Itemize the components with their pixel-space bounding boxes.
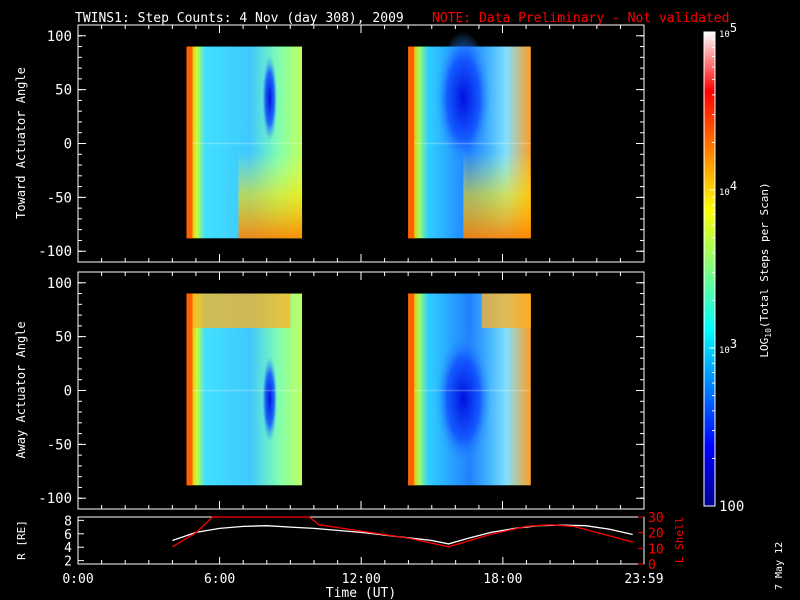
time-tick-label: 23:59 bbox=[624, 572, 663, 587]
heatmap-minimum-region bbox=[262, 355, 278, 443]
heatmap-ytick-label: 0 bbox=[64, 137, 72, 153]
heatmap-ytick-label: 0 bbox=[64, 384, 72, 400]
preliminary-note: NOTE: Data Preliminary - Not validated bbox=[432, 11, 729, 26]
orbit-left-ylabel: R [RE] bbox=[15, 520, 28, 560]
heatmap-hot-region bbox=[481, 293, 531, 329]
orbit-left-ytick-label: 2 bbox=[64, 555, 72, 570]
orbit-right-ylabel: L Shell bbox=[673, 517, 686, 563]
heatmap-edge-column bbox=[408, 293, 415, 486]
lshell-line bbox=[172, 516, 633, 548]
colorbar-tick-label: 103 bbox=[719, 337, 737, 356]
colorbar-label: LOG10(Total Steps per Scan) bbox=[758, 182, 773, 357]
orbit-left-ytick-label: 6 bbox=[64, 528, 72, 543]
toward-ylabel: Toward Actuator Angle bbox=[14, 67, 28, 219]
heatmap-segment bbox=[408, 31, 531, 239]
heatmap-edge-column bbox=[186, 293, 193, 486]
heatmap-segment bbox=[186, 293, 303, 486]
away-heatmap-panel: 100 50 0 -50 -100 bbox=[38, 271, 645, 510]
away-ylabel: Away Actuator Angle bbox=[14, 321, 28, 458]
heatmap-ytick-label: 50 bbox=[55, 330, 72, 346]
colorbar-tick-label: 100 bbox=[719, 499, 744, 515]
heatmap-segment bbox=[186, 46, 303, 239]
orbit-left-ytick-label: 8 bbox=[64, 514, 72, 529]
footer-date: 7 May 12 bbox=[774, 542, 785, 590]
heatmap-ytick-label: 50 bbox=[55, 83, 72, 99]
time-xlabel: Time (UT) bbox=[326, 586, 396, 600]
heatmap-ytick-label: -100 bbox=[38, 491, 72, 507]
heatmap-ytick-label: -50 bbox=[47, 190, 72, 206]
heatmap-frame bbox=[77, 271, 645, 510]
heatmap-edge-column bbox=[186, 46, 193, 239]
orbit-left-ytick-label: 4 bbox=[64, 541, 72, 556]
colorbar-tick-label: 104 bbox=[719, 179, 737, 198]
chart-title: TWINS1: Step Counts: 4 Nov (day 308), 20… bbox=[75, 11, 404, 26]
orbit-right-ytick-label: 30 bbox=[648, 511, 664, 526]
heatmap-minimum-region bbox=[262, 55, 278, 142]
colorbar-tick-label: 105 bbox=[719, 21, 737, 40]
orbit-frame bbox=[77, 516, 645, 565]
orbit-right-ytick-label: 10 bbox=[648, 542, 664, 557]
time-tick-label: 12:00 bbox=[342, 572, 381, 587]
heatmap-hot-region bbox=[186, 293, 291, 329]
heatmap-ytick-label: -100 bbox=[38, 244, 72, 260]
heatmap-minimum-region bbox=[435, 31, 491, 166]
orbit-right-ytick-label: 20 bbox=[648, 527, 664, 542]
heatmap-edge-column bbox=[408, 46, 415, 239]
radius-line bbox=[172, 524, 633, 545]
heatmap-hot-region bbox=[463, 152, 531, 239]
orbit-right-ytick-label: 0 bbox=[648, 558, 656, 573]
heatmap-ytick-label: 100 bbox=[47, 276, 72, 292]
heatmap-hot-region bbox=[238, 152, 303, 239]
heatmap-minimum-region bbox=[435, 331, 491, 467]
heatmap-frame bbox=[77, 24, 645, 263]
toward-heatmap-panel: 100 50 0 -50 -100 bbox=[38, 24, 645, 263]
colorbar: 105 104 103 100 LOG10(Total Steps per Scan) bbox=[703, 21, 773, 515]
time-tick-label: 18:00 bbox=[483, 572, 522, 587]
heatmap-segment bbox=[408, 293, 531, 486]
heatmap-ytick-label: -50 bbox=[47, 437, 72, 453]
time-tick-label: 0:00 bbox=[62, 572, 93, 587]
time-tick-label: 6:00 bbox=[204, 572, 235, 587]
heatmap-ytick-label: 100 bbox=[47, 29, 72, 45]
colorbar-gradient bbox=[703, 31, 716, 507]
